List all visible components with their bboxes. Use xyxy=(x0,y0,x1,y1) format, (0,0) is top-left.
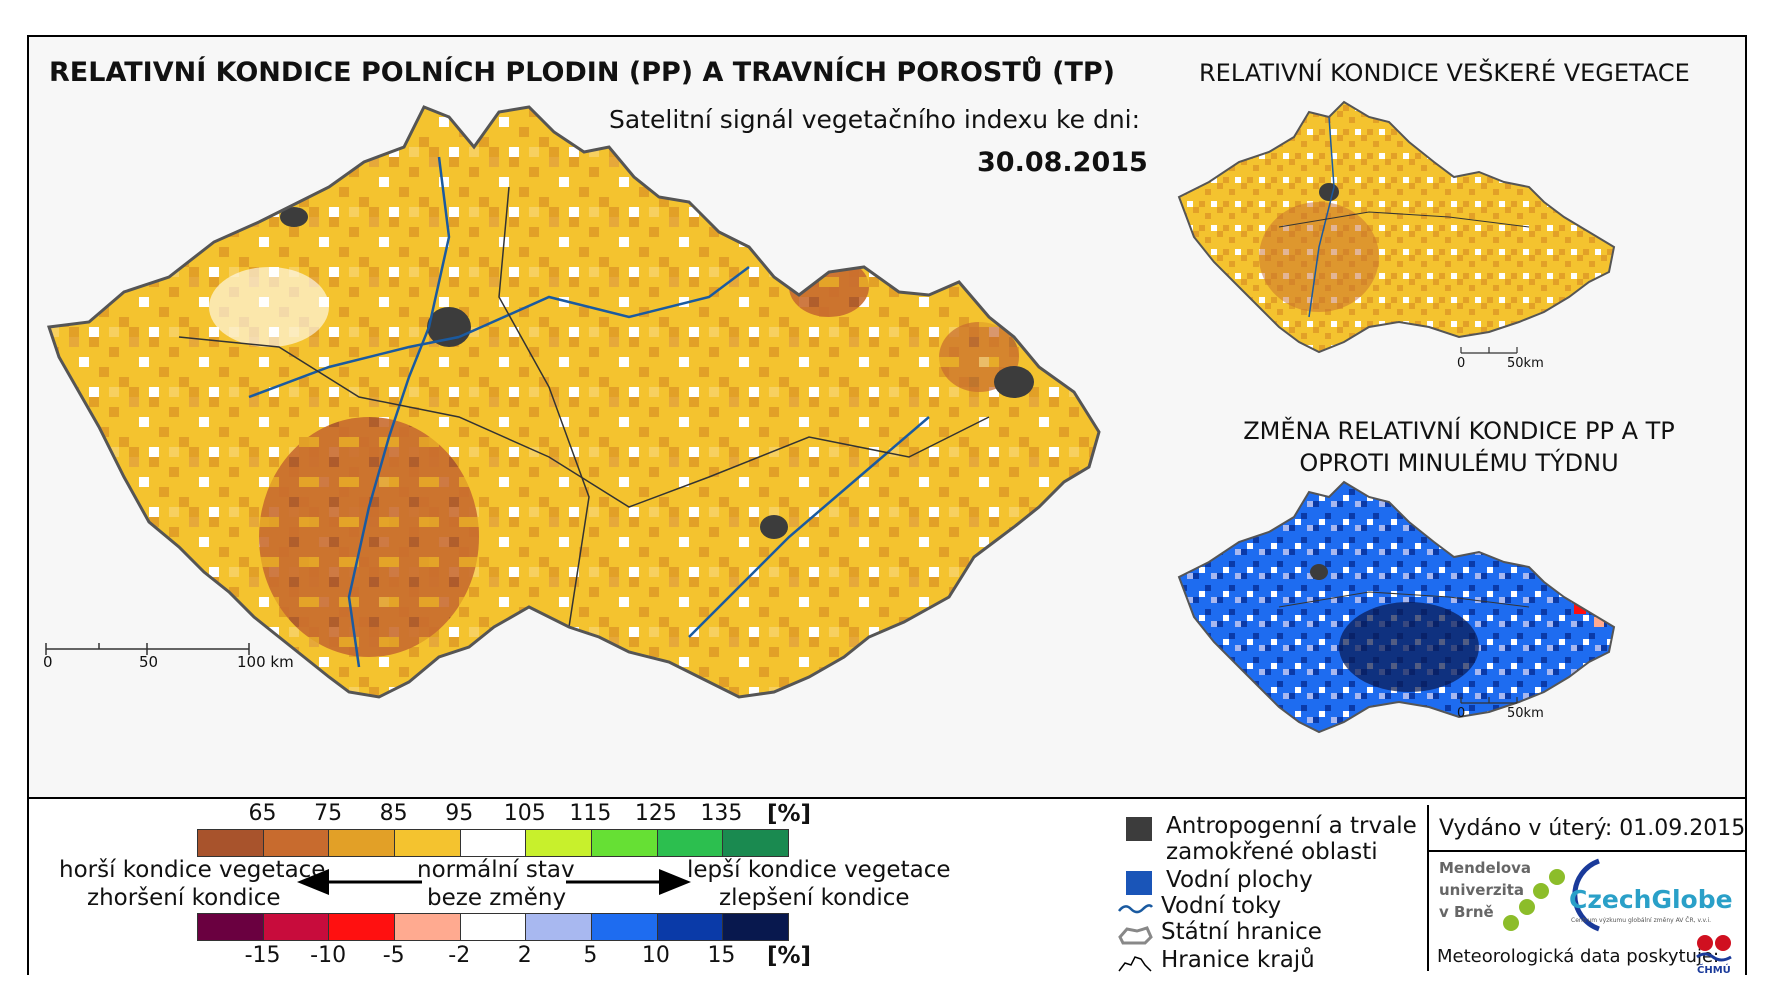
legend-anthro-line1: Antropogenní a trvale xyxy=(1166,813,1417,839)
change-tick-label: -5 xyxy=(382,943,405,968)
issued-box xyxy=(1427,805,1745,971)
issued-date: Vydáno v úterý: 01.09.2015 xyxy=(1439,816,1746,841)
condition-tick-label: 135 xyxy=(700,801,743,826)
czechglobe-arc-icon xyxy=(1572,858,1600,932)
change-scale-tick-0: 0 xyxy=(1457,706,1465,721)
main-map[interactable]: 0 50 100 km xyxy=(29,37,1745,797)
condition-tick-label: 115 xyxy=(569,801,612,826)
scale-tick-100: 100 km xyxy=(237,653,294,671)
condition-color-bar xyxy=(197,829,789,857)
state-border-icon xyxy=(1118,926,1153,945)
change-tick-label: -2 xyxy=(448,943,471,968)
condition-tick-label: 125 xyxy=(634,801,677,826)
condition-segment-4 xyxy=(460,830,527,856)
region-border-icon xyxy=(1118,956,1152,972)
veg-scale-tick-0: 0 xyxy=(1457,356,1465,367)
condition-segment-5 xyxy=(526,830,593,856)
change-color-bar xyxy=(197,913,789,941)
water-swatch xyxy=(1126,871,1152,895)
legend-anthropogenic: Antropogenní a trvale zamokřené oblasti xyxy=(1126,813,1417,865)
legend-rivers-label: Vodní toky xyxy=(1161,893,1282,919)
meteo-data-credit: Meteorologická data poskytuje: xyxy=(1437,946,1720,967)
change-tick-label: -15 xyxy=(244,943,281,968)
change-tick-label: 2 xyxy=(517,943,532,968)
mendel-line2: univerzita xyxy=(1439,881,1525,899)
change-scale-tick-50: 50km xyxy=(1507,706,1544,721)
czechglobe-subtitle: Centrum výzkumu globální změny AV ČR, v.… xyxy=(1571,917,1712,924)
condition-tick-label: 85 xyxy=(379,801,408,826)
mendel-university-logo: Mendelova univerzita v Brně xyxy=(1439,857,1531,923)
legend-border-label: Státní hranice xyxy=(1161,919,1322,945)
legend-regions-label: Hranice krajů xyxy=(1161,947,1315,973)
veg-scale-tick-50: 50km xyxy=(1507,356,1544,367)
change-segment-6 xyxy=(592,914,658,940)
normal-change-label: beze změny xyxy=(427,885,567,911)
condition-segment-1 xyxy=(263,830,330,856)
condition-segment-2 xyxy=(329,830,396,856)
main-title: RELATIVNÍ KONDICE POLNÍCH PLODIN (PP) A … xyxy=(49,57,1115,88)
change-scale-bar: 0 50km xyxy=(1457,697,1544,721)
scale-tick-0: 0 xyxy=(43,653,53,671)
change-tick-label: 5 xyxy=(583,943,598,968)
change-title-line1: ZMĚNA RELATIVNÍ KONDICE PP A TP xyxy=(1243,417,1675,445)
change-segment-2 xyxy=(329,914,396,940)
condition-segment-3 xyxy=(395,830,461,856)
condition-segment-7 xyxy=(657,830,724,856)
change-segment-4 xyxy=(460,914,527,940)
condition-tick-label: 65 xyxy=(248,801,277,826)
condition-tick-label: 105 xyxy=(503,801,546,826)
veg-scale-bar: 0 50km xyxy=(1457,347,1544,367)
mendel-dots-icon xyxy=(1503,869,1565,931)
change-segment-7 xyxy=(657,914,724,940)
change-segment-1 xyxy=(263,914,330,940)
map-frame: RELATIVNÍ KONDICE POLNÍCH PLODIN (PP) A … xyxy=(27,35,1747,976)
change-unit: [%] xyxy=(767,943,812,969)
worse-change-label: zhoršení kondice xyxy=(87,885,281,911)
change-segment-5 xyxy=(526,914,593,940)
change-segment-3 xyxy=(395,914,461,940)
vegetation-title: RELATIVNÍ KONDICE VEŠKERÉ VEGETACE xyxy=(1199,59,1690,87)
legend-border: Státní hranice xyxy=(1117,919,1322,947)
river-line-icon xyxy=(1118,904,1153,914)
chmu-logo-icon xyxy=(1696,935,1732,962)
czechglobe-logo: CzechGlobe xyxy=(1569,885,1733,914)
anthropogenic-swatch xyxy=(1126,817,1152,841)
condition-tick-label: 75 xyxy=(314,801,343,826)
normal-label: normální stav xyxy=(417,857,575,883)
legend-anthro-line2: zamokřené oblasti xyxy=(1166,839,1378,865)
condition-tick-label: 95 xyxy=(445,801,474,826)
change-segment-8 xyxy=(723,914,789,940)
issued-divider xyxy=(1427,850,1745,852)
change-title: ZMĚNA RELATIVNÍ KONDICE PP A TP OPROTI M… xyxy=(1199,415,1719,479)
vegetation-map[interactable]: 0 50km xyxy=(1169,87,1649,367)
better-change-label: zlepšení kondice xyxy=(719,885,910,911)
condition-legend: 65 75 85 95 105 115 125 135 [%] horší kondice v… xyxy=(29,799,1129,979)
left-arrow-icon xyxy=(297,869,422,895)
legend-regions: Hranice krajů xyxy=(1117,947,1315,975)
legend-rivers: Vodní toky xyxy=(1117,893,1281,921)
change-tick-label: 15 xyxy=(707,943,736,968)
change-map[interactable]: 0 50km xyxy=(1169,477,1649,777)
change-title-line2: OPROTI MINULÉMU TÝDNU xyxy=(1299,449,1619,477)
right-arrow-icon xyxy=(566,869,691,895)
condition-segment-0 xyxy=(198,830,264,856)
mendel-line3: v Brně xyxy=(1439,903,1494,921)
worse-label: horší kondice vegetace xyxy=(59,857,326,883)
better-label: lepší kondice vegetace xyxy=(687,857,951,883)
scale-tick-50: 50 xyxy=(139,653,158,671)
condition-segment-6 xyxy=(592,830,658,856)
change-tick-label: -10 xyxy=(310,943,347,968)
change-tick-label: 10 xyxy=(641,943,670,968)
mendel-line1: Mendelova xyxy=(1439,859,1532,877)
subtitle: Satelitní signál vegetačního indexu ke d… xyxy=(609,105,1141,134)
legend-water: Vodní plochy xyxy=(1126,867,1313,895)
main-scale-bar: 0 50 100 km xyxy=(43,643,294,671)
chmu-label: ČHMÚ xyxy=(1697,965,1731,976)
legend-water-label: Vodní plochy xyxy=(1166,867,1313,893)
change-segment-0 xyxy=(198,914,264,940)
condition-unit: [%] xyxy=(767,801,812,827)
date-label: 30.08.2015 xyxy=(977,147,1148,178)
condition-segment-8 xyxy=(723,830,789,856)
